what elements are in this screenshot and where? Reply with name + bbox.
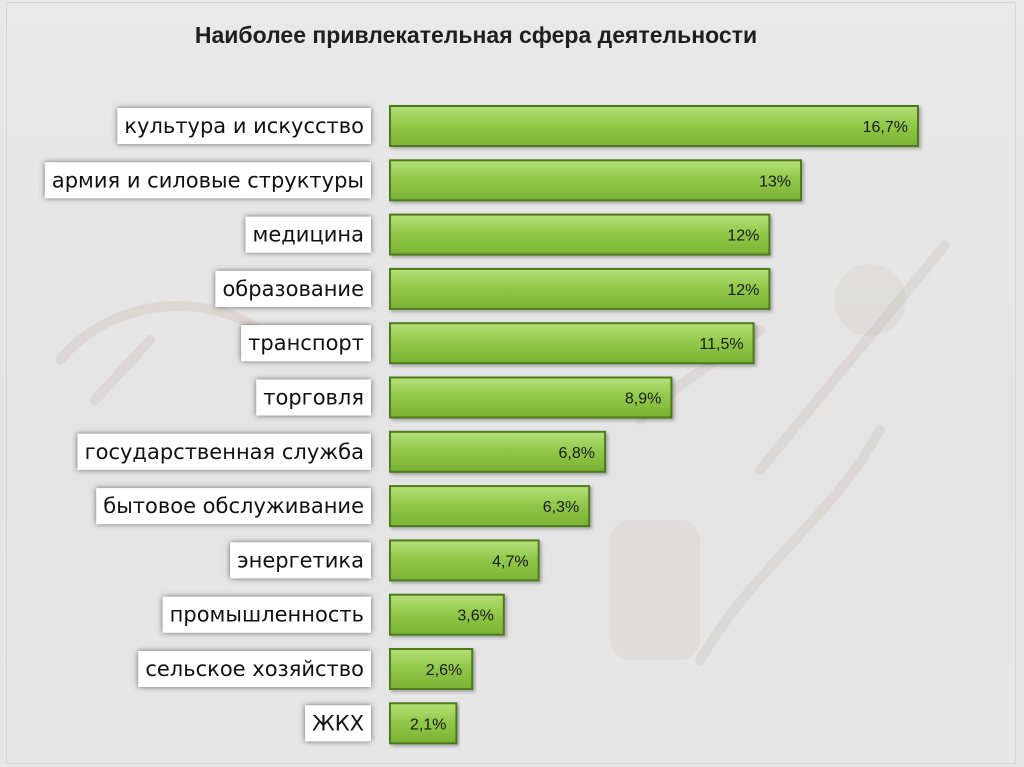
- category-label-box: [96, 488, 371, 525]
- bar: [389, 105, 919, 147]
- category-label: медицина: [253, 223, 364, 247]
- category-labels: культура и искусство армия и силовые стру…: [44, 108, 371, 742]
- category-label-box: [305, 705, 371, 742]
- value-label: 3,6%: [457, 608, 493, 625]
- category-label: сельское хозяйство: [145, 657, 364, 681]
- value-label: 11,5%: [699, 336, 743, 353]
- value-label: 4,7%: [492, 553, 528, 570]
- category-label: торговля: [263, 386, 364, 410]
- value-label: 2,6%: [426, 662, 462, 679]
- bar: [389, 267, 771, 310]
- slide-frame: [6, 2, 1016, 764]
- category-label-box: [138, 651, 371, 687]
- category-label: транспорт: [248, 331, 364, 355]
- bar: [389, 485, 591, 528]
- value-label: 6,3%: [543, 499, 579, 516]
- category-label-box: [162, 596, 371, 633]
- category-label-box: [230, 542, 371, 579]
- value-labels: 16,7% 13% 12% 12% 11,5% 8,9% 6,8% 6,3% 4,7% 3,6% 2…: [410, 119, 908, 733]
- bar: [389, 430, 606, 473]
- category-label: ЖКХ: [312, 711, 364, 735]
- value-label: 8,9%: [625, 391, 661, 408]
- value-label: 13%: [759, 173, 791, 190]
- bar: [389, 702, 458, 745]
- bar: [389, 376, 673, 419]
- value-label: 16,7%: [863, 119, 908, 136]
- category-label-box: [44, 162, 371, 199]
- category-label: армия и силовые структуры: [52, 168, 364, 192]
- category-label-box: [215, 270, 371, 307]
- bar: [389, 593, 505, 636]
- value-label: 12%: [727, 282, 759, 299]
- category-label: государственная служба: [85, 440, 364, 464]
- chart-title: Наиболее привлекательная сфера деятельно…: [194, 22, 758, 48]
- value-label: 2,1%: [410, 716, 446, 733]
- category-label: культура и искусство: [124, 114, 364, 138]
- bar: [389, 159, 803, 202]
- category-label-box: [117, 108, 371, 144]
- bar: [389, 322, 755, 365]
- category-label: промышленность: [170, 603, 364, 627]
- category-label-box: [241, 325, 371, 362]
- category-label-box: [256, 379, 371, 416]
- category-label: энергетика: [237, 548, 364, 572]
- category-label: образование: [222, 277, 364, 301]
- value-label: 12%: [727, 228, 759, 245]
- bar: [389, 213, 771, 256]
- value-label: 6,8%: [559, 445, 595, 462]
- bars: [389, 105, 919, 745]
- category-label-box: [77, 433, 371, 470]
- bar: [389, 648, 474, 690]
- category-label: бытовое обслуживание: [103, 494, 364, 518]
- bar: [389, 539, 540, 582]
- category-label-box: [245, 216, 371, 253]
